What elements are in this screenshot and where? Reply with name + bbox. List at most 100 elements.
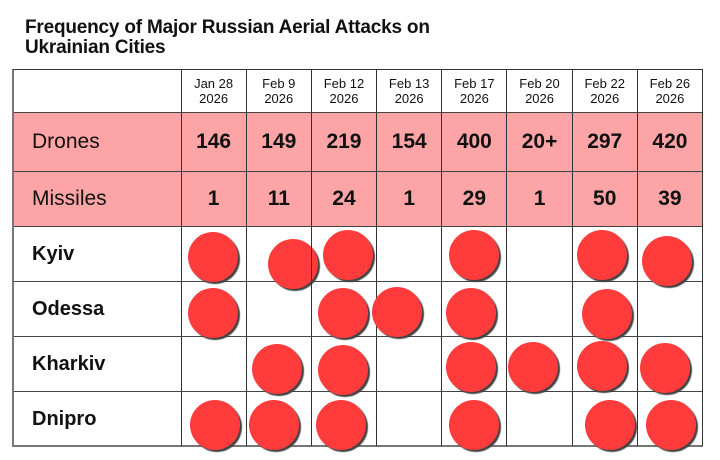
header-year: 2026 <box>525 91 554 106</box>
attack-marker-icon <box>449 230 500 280</box>
metric-value: 20+ <box>506 113 571 171</box>
metric-value: 11 <box>245 172 311 226</box>
metric-value: 39 <box>636 172 702 226</box>
attack-marker-icon <box>372 287 423 337</box>
column-header: Feb 17 2026 <box>441 70 506 112</box>
attack-marker-icon <box>584 400 635 450</box>
city-row-kyiv: Kyiv <box>14 227 702 289</box>
attack-cell <box>376 392 441 446</box>
city-label: Kyiv <box>32 242 75 265</box>
attack-cell <box>636 337 702 393</box>
attack-cell <box>636 282 702 336</box>
chart-title: Frequency of Major Russian Aerial Attack… <box>25 18 430 58</box>
column-header: Feb 13 2026 <box>376 70 441 112</box>
attack-cell <box>310 392 376 450</box>
metric-value: 420 <box>636 113 702 171</box>
attack-cell <box>245 227 318 289</box>
header-date: Feb 22 <box>584 76 625 91</box>
attack-cell <box>636 392 702 450</box>
metric-value: 219 <box>310 113 376 171</box>
attack-cell <box>571 227 637 281</box>
missiles-label: Missiles <box>32 187 107 210</box>
missiles-row: Missiles 1 11 24 1 29 1 50 39 <box>14 172 702 227</box>
metric-value: 29 <box>441 172 506 226</box>
attack-cell <box>245 282 311 336</box>
header-date: Feb 12 <box>323 76 365 91</box>
attack-marker-icon <box>581 289 632 339</box>
attack-marker-icon <box>641 236 692 286</box>
attack-cell <box>310 282 376 338</box>
attack-table: Jan 28 2026 Feb 9 2026 Feb 12 2026 Feb 13 2026 F… <box>12 69 703 450</box>
header-date: Feb 26 <box>649 76 691 91</box>
attack-marker-icon <box>251 344 302 394</box>
attack-marker-icon <box>576 230 627 280</box>
attack-marker-icon <box>189 400 240 450</box>
metric-value: 149 <box>245 113 311 171</box>
column-header: Feb 9 2026 <box>245 70 311 112</box>
header-date: Feb 20 <box>519 76 560 91</box>
attack-marker-icon <box>248 400 299 450</box>
drones-row: Drones 146 149 219 154 400 20+ 297 420 <box>14 113 702 172</box>
metric-value: 146 <box>180 113 246 171</box>
attack-cell <box>571 337 637 391</box>
attack-cell <box>636 227 702 286</box>
column-header: Feb 12 2026 <box>310 70 376 112</box>
metric-value: 24 <box>310 172 376 226</box>
attack-cell <box>180 227 246 282</box>
attack-cell <box>372 282 441 337</box>
metric-value: 400 <box>441 113 506 171</box>
header-year: 2026 <box>394 91 424 106</box>
city-row-dnipro: Dnipro <box>14 392 702 450</box>
attack-cell <box>310 337 376 395</box>
attack-cell <box>245 392 311 450</box>
attack-marker-icon <box>315 400 366 450</box>
attack-cell <box>441 392 506 450</box>
attack-marker-icon <box>317 288 368 338</box>
city-row-kharkiv: Kharkiv <box>14 337 702 395</box>
attack-cell <box>245 337 311 394</box>
attack-marker-icon <box>187 232 238 282</box>
attack-cell <box>506 337 571 392</box>
header-date: Jan 28 <box>194 76 234 91</box>
attack-cell <box>376 227 441 281</box>
attack-cell <box>506 282 571 336</box>
attack-marker-icon <box>187 288 238 338</box>
attack-marker-icon <box>446 288 497 338</box>
header-corner <box>14 70 181 112</box>
attack-cell <box>376 337 441 391</box>
metric-value: 1 <box>376 172 441 226</box>
attack-marker-icon <box>576 341 627 391</box>
attack-marker-icon <box>639 343 690 393</box>
header-year: 2026 <box>459 91 489 106</box>
attack-cell <box>441 227 506 281</box>
city-label: Odessa <box>32 297 105 320</box>
city-row-odessa: Odessa <box>14 282 702 339</box>
metric-value: 1 <box>180 172 246 226</box>
attack-marker-icon <box>317 345 368 395</box>
column-header: Jan 28 2026 <box>180 70 246 112</box>
city-label: Kharkiv <box>32 352 106 375</box>
attack-marker-icon <box>446 342 497 392</box>
attack-marker-icon <box>322 230 373 280</box>
metric-value: 154 <box>376 113 441 171</box>
title-line-2: Ukrainian Cities <box>25 37 166 58</box>
header-date: Feb 9 <box>262 76 296 91</box>
attack-cell <box>506 227 571 281</box>
title-line-1: Frequency of Major Russian Aerial Attack… <box>25 17 430 38</box>
header-year: 2026 <box>329 91 359 106</box>
attack-cell <box>180 282 246 338</box>
metric-value: 1 <box>506 172 571 226</box>
city-label: Dnipro <box>32 407 97 430</box>
header-date: Feb 17 <box>454 76 495 91</box>
column-header: Feb 22 2026 <box>571 70 637 112</box>
attack-cell <box>506 392 571 446</box>
attack-cell <box>441 282 506 338</box>
header-date: Feb 13 <box>388 76 430 91</box>
attack-cell <box>571 282 637 339</box>
header-year: 2026 <box>655 91 685 106</box>
attack-marker-icon <box>267 239 318 289</box>
column-header: Feb 20 2026 <box>506 70 571 112</box>
header-year: 2026 <box>264 91 294 106</box>
drones-label: Drones <box>32 130 100 153</box>
attack-cell <box>441 337 506 392</box>
